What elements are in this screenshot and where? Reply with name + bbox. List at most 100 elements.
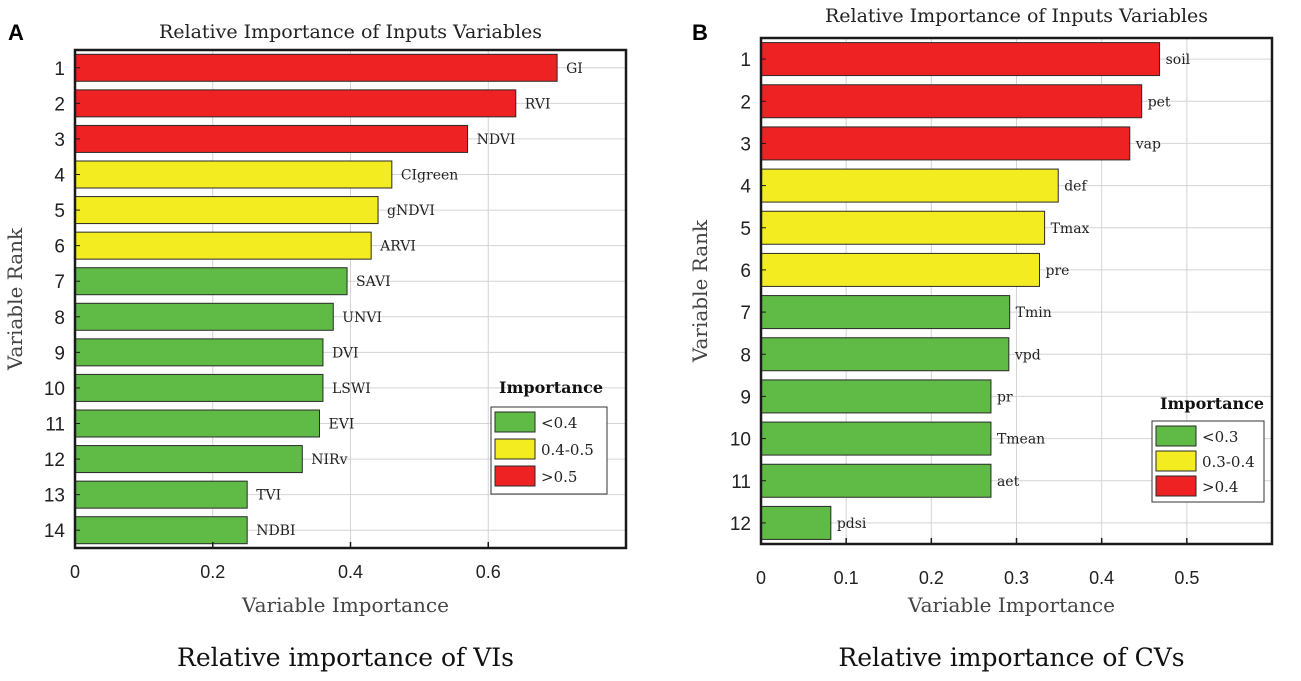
rank-tick-label: 4 — [740, 177, 751, 198]
rank-tick-label: 9 — [54, 343, 65, 364]
panel-caption: Relative importance of CVs — [838, 643, 1184, 672]
rank-tick-label: 14 — [44, 521, 66, 542]
y-axis-label: Variable Rank — [3, 227, 27, 371]
legend-label-high: >0.5 — [541, 468, 577, 486]
rank-tick-label: 8 — [54, 308, 65, 329]
bar-ndbi — [74, 516, 248, 545]
legend: Importance <0.3 0.3-0.4 >0.4 — [1151, 394, 1265, 503]
chart-panel-a: A Relative Importance of Inputs Variables… — [3, 20, 628, 672]
rank-tick-label: 3 — [740, 134, 751, 155]
x-tick-label: 0 — [756, 568, 766, 588]
legend-title: Importance — [1160, 394, 1264, 413]
bar-pr — [760, 379, 992, 414]
x-axis-label: Variable Importance — [241, 593, 449, 617]
rank-tick-label: 4 — [54, 166, 65, 187]
legend-title: Importance — [499, 378, 603, 397]
x-tick-label: 0.1 — [834, 568, 859, 588]
bar-tmean — [760, 421, 992, 456]
rank-tick-label: 7 — [54, 272, 65, 293]
x-tick-label: 0.4 — [338, 562, 363, 582]
rank-tick-label: 2 — [54, 94, 65, 115]
bar-pdsi — [760, 505, 832, 540]
bar-vap — [760, 126, 1131, 161]
legend-label-high: >0.4 — [1202, 478, 1238, 496]
panel-caption: Relative importance of VIs — [177, 643, 514, 672]
bar-label-evi: EVI — [329, 417, 355, 433]
bar-soil — [760, 42, 1161, 77]
rank-tick-label: 1 — [54, 59, 65, 80]
bar-label-cigreen: CIgreen — [401, 168, 458, 184]
bar-label-tmax: Tmax — [1051, 221, 1090, 237]
legend-swatch-high — [1155, 475, 1197, 497]
panel-letter: B — [692, 20, 708, 45]
legend-label-mid: 0.4-0.5 — [541, 441, 594, 459]
bar-label-pdsi: pdsi — [837, 516, 867, 532]
legend-swatch-low — [1155, 425, 1197, 447]
bar-aet — [760, 463, 992, 498]
bar-label-rvi: RVI — [525, 96, 551, 112]
rank-tick-label: 10 — [44, 379, 65, 400]
legend-label-mid: 0.3-0.4 — [1202, 453, 1255, 471]
bar-label-gi: GI — [566, 61, 583, 77]
bar-pet — [760, 84, 1143, 119]
x-tick-label: 0.5 — [1174, 568, 1199, 588]
bar-pre — [760, 252, 1040, 287]
rank-tick-label: 6 — [740, 261, 751, 282]
bar-cigreen — [74, 160, 393, 189]
chart-title: Relative Importance of Inputs Variables — [825, 5, 1208, 27]
bar-label-arvi: ARVI — [379, 239, 416, 255]
x-tick-label: 0.3 — [1004, 568, 1029, 588]
rank-tick-label: 7 — [740, 303, 751, 324]
bar-gndvi — [74, 196, 379, 225]
rank-tick-label: 11 — [45, 415, 65, 436]
bar-evi — [74, 409, 321, 438]
rank-tick-label: 11 — [731, 472, 751, 493]
bar-label-ndbi: NDBI — [256, 523, 295, 539]
rank-tick-label: 10 — [730, 430, 751, 451]
rank-tick-label: 12 — [730, 514, 751, 535]
bar-ndvi — [74, 124, 469, 153]
bar-arvi — [74, 231, 372, 260]
bar-lswi — [74, 373, 324, 402]
bar-dvi — [74, 338, 324, 367]
bar-tvi — [74, 480, 248, 509]
bar-label-tmin: Tmin — [1016, 305, 1052, 321]
rank-tick-label: 5 — [740, 219, 751, 240]
bar-tmax — [760, 210, 1046, 245]
rank-tick-label: 5 — [54, 201, 65, 222]
legend-swatch-mid — [1155, 450, 1197, 472]
bar-label-pre: pre — [1045, 263, 1069, 279]
bar-label-def: def — [1064, 179, 1088, 195]
rank-tick-label: 1 — [740, 50, 751, 71]
x-tick-label: 0.2 — [200, 562, 225, 582]
legend-swatch-mid — [494, 438, 536, 460]
panel-letter: A — [8, 20, 24, 45]
bar-nirv — [74, 445, 303, 474]
bar-label-nirv: NIRv — [311, 452, 347, 468]
rank-tick-label: 13 — [44, 486, 65, 507]
legend-swatch-low — [494, 411, 536, 433]
legend-swatch-high — [494, 465, 536, 487]
x-tick-label: 0.4 — [1089, 568, 1114, 588]
x-tick-label: 0.2 — [919, 568, 944, 588]
bar-tmin — [760, 295, 1011, 330]
bar-label-dvi: DVI — [332, 345, 359, 361]
bar-label-unvi: UNVI — [342, 310, 382, 326]
rank-tick-label: 9 — [740, 387, 751, 408]
bar-label-tvi: TVI — [256, 488, 281, 504]
bar-rvi — [74, 89, 517, 118]
legend-label-low: <0.4 — [541, 414, 577, 432]
bar-label-vpd: vpd — [1014, 347, 1041, 363]
bar-label-savi: SAVI — [356, 274, 391, 290]
bar-label-pet: pet — [1148, 94, 1171, 110]
rank-tick-label: 8 — [740, 345, 751, 366]
chart-panel-b: B Relative Importance of Inputs Variables… — [688, 5, 1274, 672]
bar-label-lswi: LSWI — [332, 381, 371, 397]
x-tick-label: 0 — [70, 562, 80, 582]
rank-tick-label: 6 — [54, 237, 65, 258]
bar-gi — [74, 53, 558, 82]
bar-def — [760, 168, 1059, 203]
x-tick-label: 0.6 — [476, 562, 501, 582]
bar-label-ndvi: NDVI — [477, 132, 516, 148]
